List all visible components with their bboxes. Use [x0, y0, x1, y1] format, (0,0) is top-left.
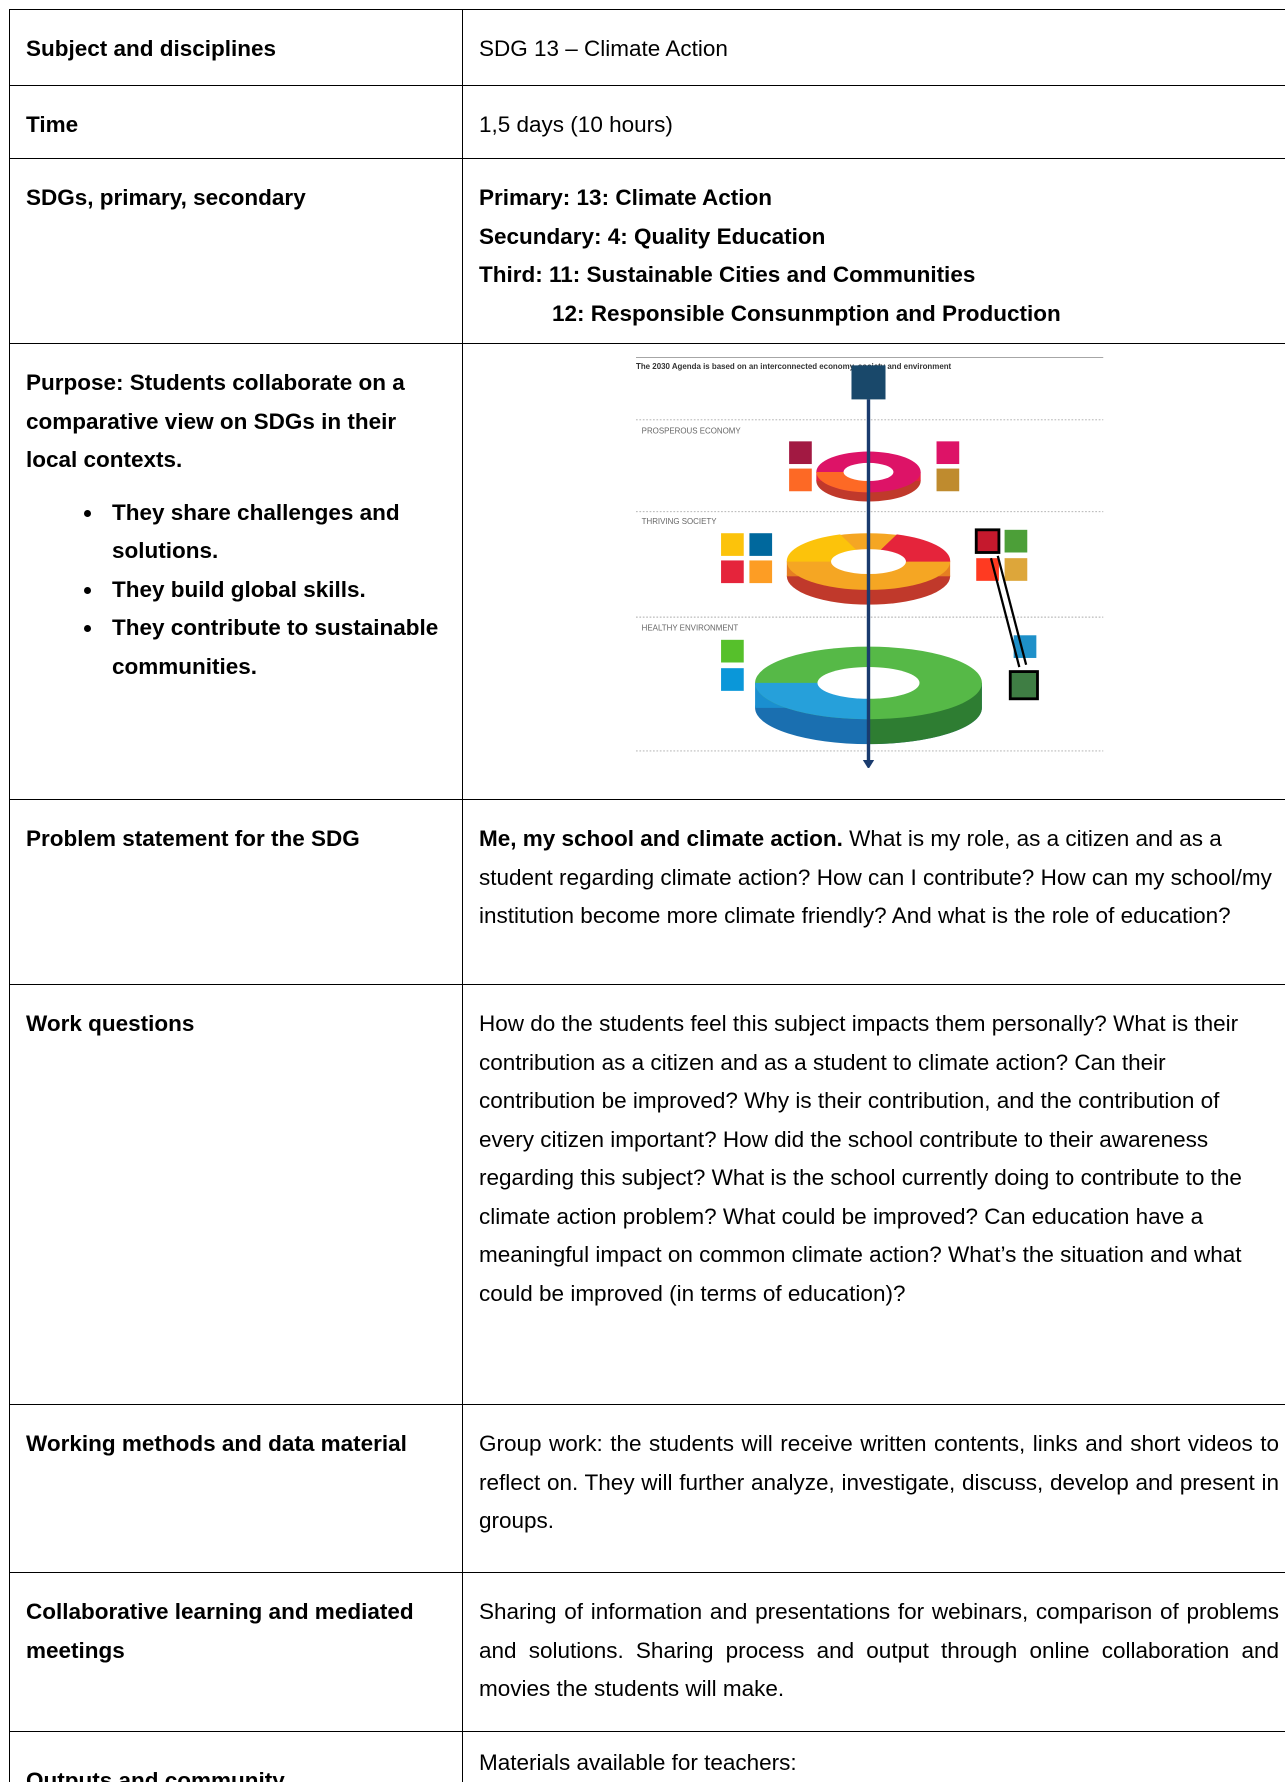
row-label: SDGs, primary, secondary [9, 158, 463, 344]
row-content: 1,5 days (10 hours) [462, 85, 1285, 159]
row-label: Subject and disciplines [9, 9, 463, 86]
table-row: Work questions How do the students feel … [9, 984, 1285, 1405]
table-row: Outputs and community Materials availabl… [9, 1731, 1285, 1782]
lesson-table: Subject and disciplines SDG 13 – Climate… [9, 9, 1285, 1782]
row-content: Me, my school and climate action. What i… [462, 799, 1285, 985]
row-content: Group work: the students will receive wr… [462, 1404, 1285, 1573]
lead-text: Me, my school and climate action. [479, 826, 843, 851]
bullet-list: They share challenges and solutions. The… [26, 494, 448, 687]
bullet-item: They build global skills. [104, 571, 448, 610]
body-text: Group work: the students will receive wr… [479, 1431, 1279, 1533]
sdg-wedding-cake-figure: The 2030 Agenda is based on an interconn… [636, 356, 1104, 768]
table-row: Time 1,5 days (10 hours) [9, 85, 1285, 159]
purpose-text: Purpose: Students collaborate on a compa… [26, 370, 405, 472]
row-content: Sharing of information and presentations… [462, 1572, 1285, 1732]
row-label: Time [9, 85, 463, 159]
row-label: Working methods and data material [9, 1404, 463, 1573]
body-text: What is my role, as a citizen and as a s… [479, 826, 1272, 928]
table-row: Working methods and data material Group … [9, 1404, 1285, 1573]
table-row: Subject and disciplines SDG 13 – Climate… [9, 9, 1285, 86]
figure-title: The 2030 Agenda is based on an interconn… [636, 362, 952, 371]
row-content: How do the students feel this subject im… [462, 984, 1285, 1405]
body-text: Sharing of information and presentations… [479, 1599, 1279, 1701]
figure-cell: The 2030 Agenda is based on an interconn… [462, 343, 1285, 800]
row-label: Outputs and community [9, 1731, 463, 1782]
sdg-line: Primary: 13: Climate Action [479, 185, 773, 210]
sdg-line: Secundary: 4: Quality Education [479, 223, 826, 249]
row-label: Purpose: Students collaborate on a compa… [9, 343, 463, 800]
table-row: Problem statement for the SDG Me, my sch… [9, 799, 1285, 985]
table-row: Collaborative learning and mediated meet… [9, 1572, 1285, 1732]
table-row: Purpose: Students collaborate on a compa… [9, 343, 1285, 800]
sdg-line: 12: Responsible Consunmption and Product… [552, 300, 1061, 326]
row-label: Collaborative learning and mediated meet… [9, 1572, 463, 1732]
row-content: SDG 13 – Climate Action [462, 9, 1285, 86]
level-label: PROSPEROUS ECONOMY [642, 426, 742, 435]
table-row: SDGs, primary, secondary Primary: 13: Cl… [9, 158, 1285, 344]
bullet-item: They share challenges and solutions. [104, 494, 448, 571]
row-label: Problem statement for the SDG [9, 799, 463, 985]
level-label: THRIVING SOCIETY [642, 517, 718, 526]
sdg-line: Third: 11: Sustainable Cities and Commun… [479, 262, 976, 287]
row-content: Primary: 13: Climate Action Secundary: 4… [462, 158, 1285, 344]
bullet-item: They contribute to sustainable communiti… [104, 609, 448, 686]
row-label: Work questions [9, 984, 463, 1405]
level-label: HEALTHY ENVIRONMENT [642, 624, 739, 633]
row-content: Materials available for teachers: [462, 1731, 1285, 1782]
